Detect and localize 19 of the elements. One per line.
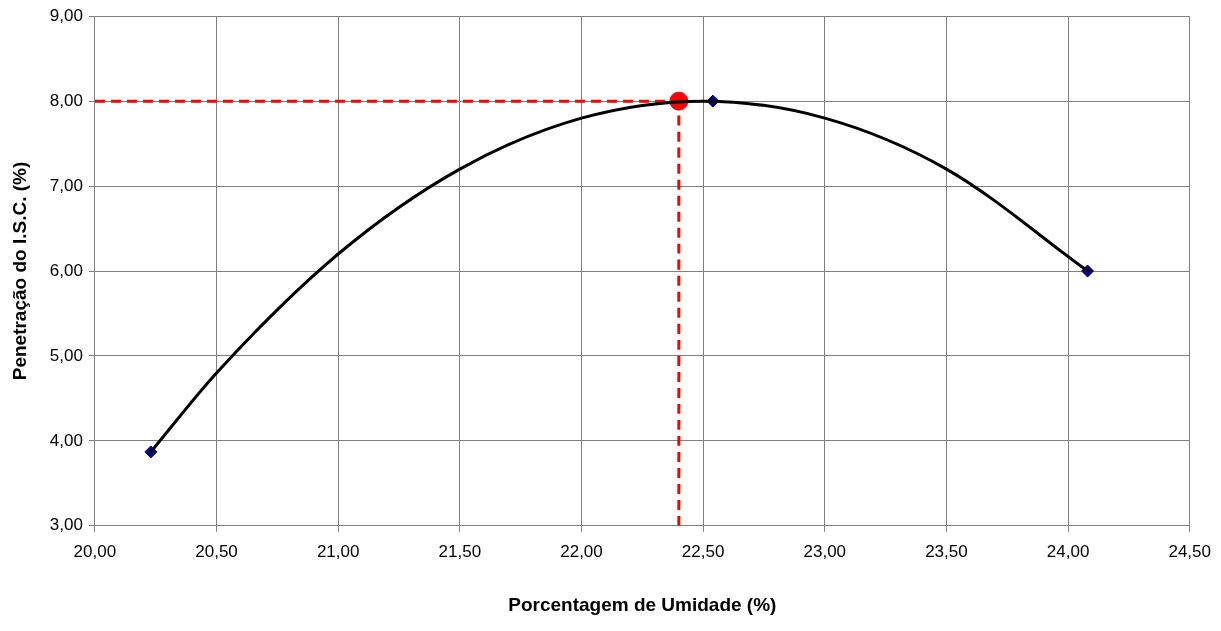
x-tick-label: 23,50 bbox=[925, 541, 968, 561]
x-axis-title: Porcentagem de Umidade (%) bbox=[508, 593, 777, 615]
x-tick-label: 21,50 bbox=[438, 541, 482, 561]
x-tick-label: 24,50 bbox=[1168, 541, 1211, 561]
y-tick-label: 5,00 bbox=[49, 345, 83, 365]
y-tick-label: 8,00 bbox=[49, 90, 83, 110]
x-tick-label: 22,00 bbox=[560, 541, 603, 561]
y-axis-title: Penetração do I.S.C. (%) bbox=[8, 161, 30, 381]
x-tick-label: 23,00 bbox=[803, 541, 847, 561]
y-tick-label: 3,00 bbox=[49, 515, 83, 535]
x-tick-label: 24,00 bbox=[1046, 541, 1090, 561]
y-tick-label: 6,00 bbox=[49, 260, 83, 280]
x-tick-label: 20,50 bbox=[195, 541, 238, 561]
y-tick-label: 4,00 bbox=[49, 430, 83, 450]
x-tick-label: 21,00 bbox=[316, 541, 360, 561]
x-tick-label: 22,50 bbox=[681, 541, 725, 561]
x-tick-label: 20,00 bbox=[73, 541, 117, 561]
y-tick-label: 7,00 bbox=[49, 175, 83, 195]
y-tick-label: 9,00 bbox=[49, 5, 83, 25]
